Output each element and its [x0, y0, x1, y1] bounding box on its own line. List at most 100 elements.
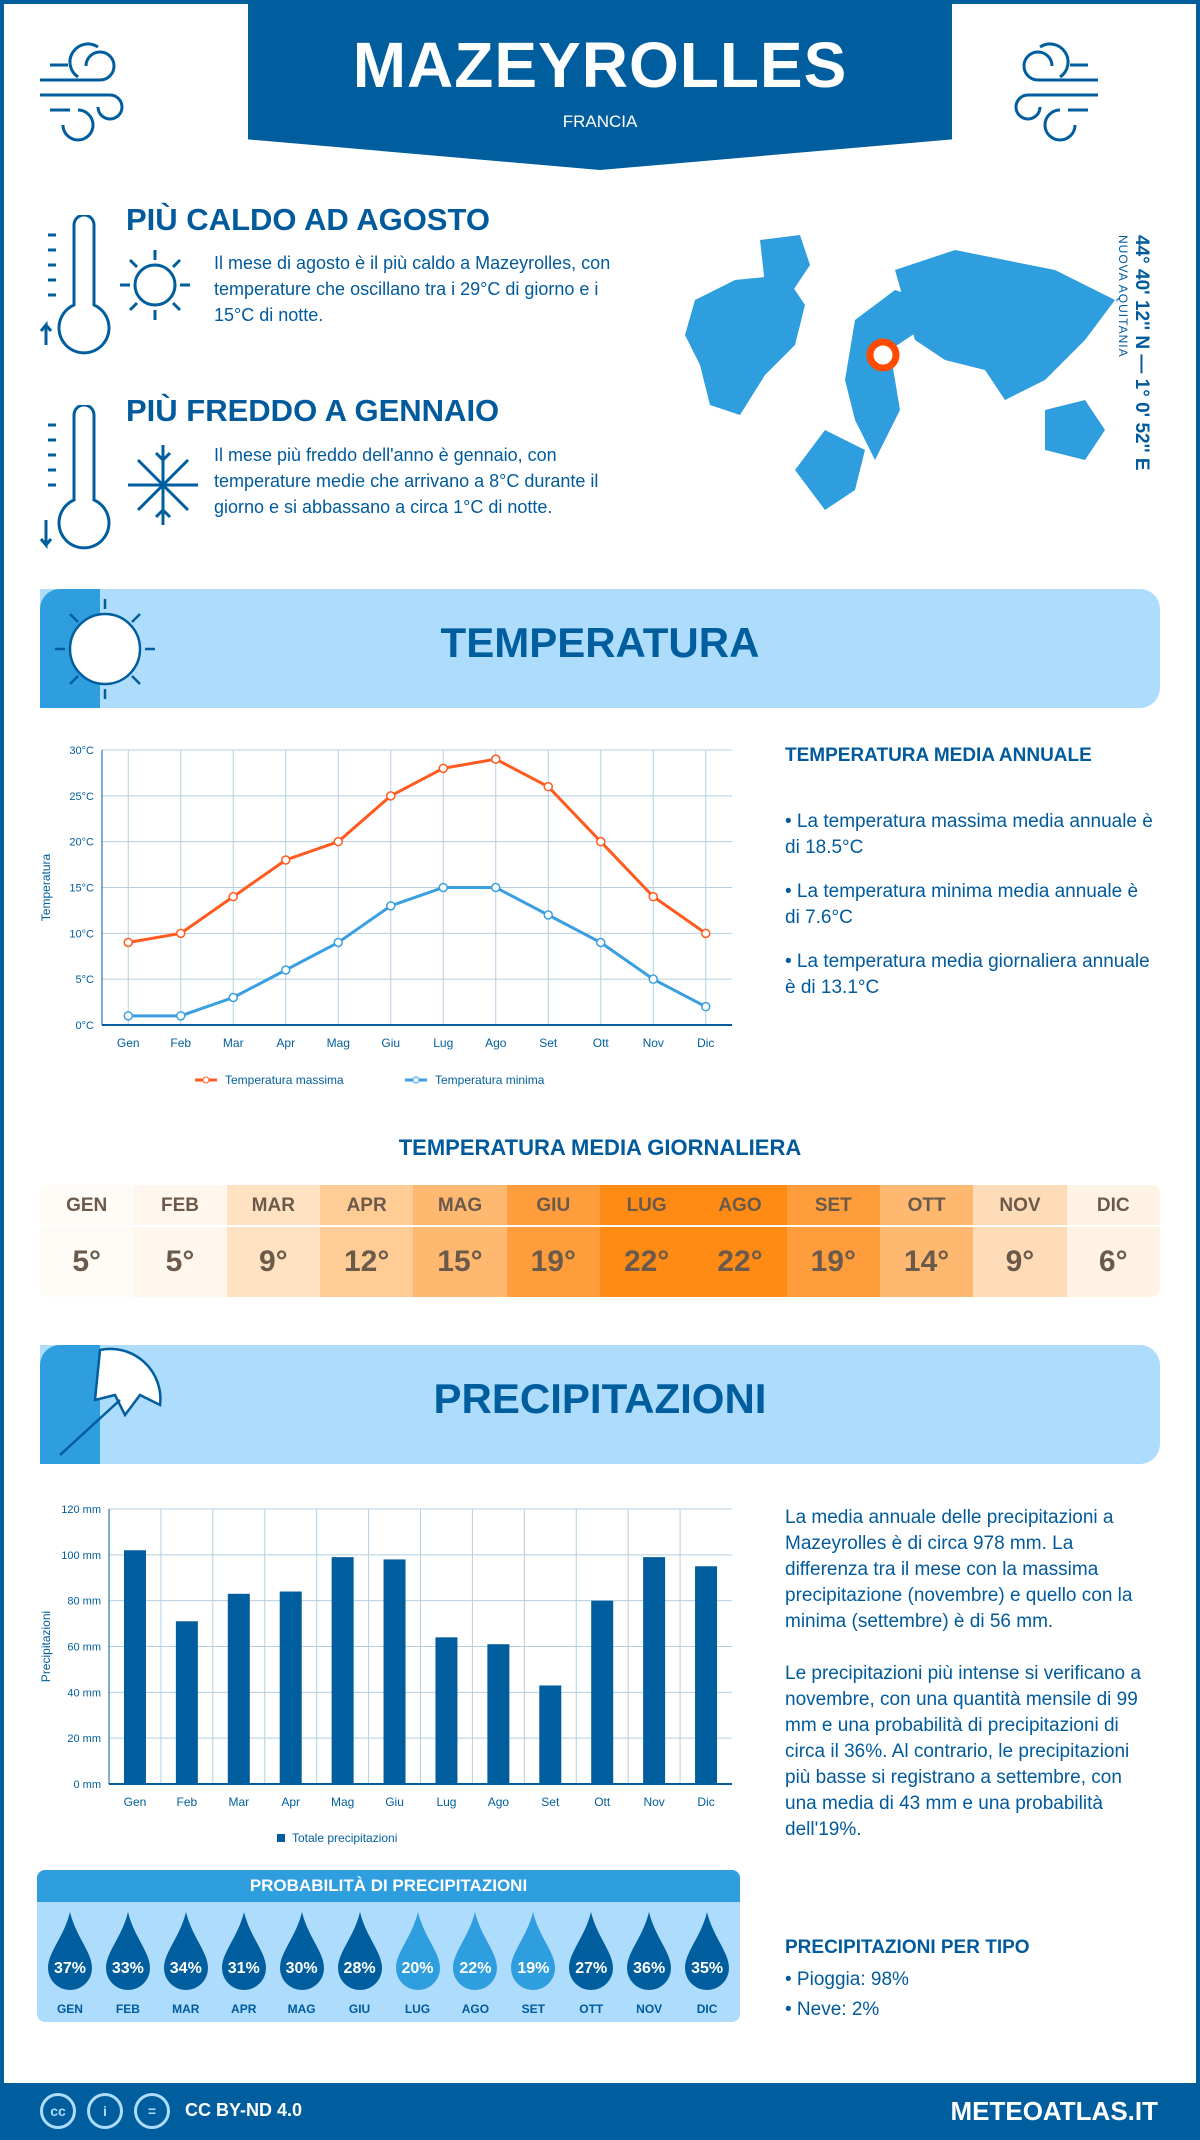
y-tick-label: 25°C — [69, 791, 94, 803]
probability-drop: 20% LUG — [389, 1902, 447, 2022]
raindrop-icon — [337, 1912, 382, 1990]
hottest-text: Il mese di agosto è il più caldo a Mazey… — [214, 253, 611, 325]
month-label: LUG — [404, 2002, 431, 2016]
legend-marker — [202, 1076, 210, 1084]
probability-value: 33% — [111, 1960, 144, 1977]
bar — [591, 1600, 614, 1784]
x-tick-label: Giu — [381, 1036, 400, 1050]
x-tick-label: Set — [541, 1795, 560, 1809]
temperature-chart: 0°C 5°C 10°C 15°C 20°C 25°C 30°C Gen Feb Mar Apr Ma… — [39, 745, 732, 1087]
paragraph: Le precipitazioni più intense si verific… — [785, 1663, 1141, 1840]
bullet: • La temperatura media giornaliera annua… — [785, 951, 1150, 998]
world-map — [685, 235, 1115, 510]
probability-drop: 33% FEB — [99, 1902, 157, 2022]
temperature-band: TEMPERATURA — [40, 589, 1160, 708]
wind-icon — [1014, 42, 1098, 142]
daily-temp-cell: DIC 6° — [1066, 1185, 1160, 1297]
daily-temp-cell: OTT 14° — [879, 1185, 974, 1297]
legend-label: Temperatura massima — [225, 1073, 344, 1087]
data-point — [333, 836, 343, 847]
precipitation-band: PRECIPITAZIONI — [40, 1345, 1160, 1464]
bar — [487, 1644, 510, 1784]
month-label: NOV — [973, 1185, 1067, 1227]
raindrop-icon — [569, 1912, 614, 1990]
data-point — [386, 901, 396, 911]
y-tick-label: 0 mm — [74, 1779, 102, 1791]
footer: cc i = CC BY-ND 4.0 METEOATLAS.IT — [0, 2083, 1200, 2140]
raindrop-icon — [395, 1912, 440, 1990]
data-point — [333, 937, 343, 948]
bar — [695, 1566, 718, 1784]
probability-value: 35% — [691, 1960, 724, 1977]
precipitation-types: PRECIPITAZIONI PER TIPO • Pioggia: 98% •… — [785, 1935, 1155, 2023]
month-label: AGO — [693, 1185, 787, 1227]
daily-temp-cell: NOV 9° — [973, 1185, 1067, 1297]
month-label: MAR — [172, 2002, 200, 2016]
x-tick-label: Lug — [433, 1036, 453, 1050]
sun-icon — [55, 599, 155, 699]
type-rain: • Pioggia: 98% — [785, 1969, 909, 1990]
x-tick-label: Mag — [331, 1795, 354, 1809]
legend-swatch — [277, 1834, 285, 1842]
data-point — [543, 781, 553, 792]
data-point — [543, 910, 553, 920]
raindrop-icon — [48, 1912, 92, 1990]
bar — [331, 1557, 354, 1784]
annual-temperature: TEMPERATURA MEDIA ANNUALE • La temperatu… — [785, 743, 1155, 1001]
probability-value: 27% — [575, 1960, 608, 1977]
nd-icon: = — [134, 2093, 170, 2129]
raindrop-icon — [627, 1912, 672, 1990]
annual-temperature-title: TEMPERATURA MEDIA ANNUALE — [785, 745, 1092, 766]
data-point — [438, 763, 448, 774]
y-tick-label: 120 mm — [61, 1504, 101, 1516]
y-tick-label: 30°C — [69, 745, 94, 757]
probability-drop: 27% OTT — [562, 1902, 620, 2022]
probability-value: 34% — [169, 1960, 202, 1977]
x-tick-label: Feb — [170, 1036, 191, 1050]
x-tick-label: Mag — [327, 1036, 350, 1050]
temp-value: 5° — [72, 1245, 101, 1278]
temp-value: 22° — [717, 1245, 763, 1278]
data-point — [176, 1011, 186, 1021]
site-link[interactable]: METEOATLAS.IT — [950, 2096, 1158, 2126]
x-tick-label: Giu — [385, 1795, 404, 1809]
bar — [175, 1621, 198, 1784]
raindrop-icon — [279, 1912, 324, 1990]
probability-drop: 36% NOV — [620, 1902, 678, 2022]
y-tick-label: 20 mm — [67, 1733, 101, 1745]
data-point — [123, 1011, 133, 1021]
temp-value: 15° — [437, 1245, 483, 1278]
month-label: DIC — [1066, 1185, 1160, 1227]
probability-value: 30% — [285, 1960, 318, 1977]
probability-drop: 34% MAR — [157, 1902, 215, 2022]
y-axis-label: Temperatura — [39, 853, 53, 921]
temp-value: 22° — [623, 1245, 670, 1278]
x-tick-label: Lug — [436, 1795, 456, 1809]
umbrella-icon — [59, 1347, 162, 1456]
bar — [123, 1550, 146, 1784]
data-point — [228, 992, 238, 1003]
x-tick-label: Mar — [223, 1036, 244, 1050]
data-point — [596, 836, 606, 847]
data-point — [176, 928, 186, 939]
data-point — [281, 855, 291, 865]
month-label: FEB — [115, 2002, 140, 2016]
hottest-title: PIÙ CALDO AD AGOSTO — [126, 202, 490, 237]
y-tick-label: 10°C — [69, 928, 94, 940]
precipitation-chart: 0 mm 20 mm 40 mm 60 mm 80 mm 100 mm 120 mm Gen F… — [39, 1504, 732, 1845]
y-tick-label: 5°C — [76, 974, 95, 986]
thermometer-hot-icon — [39, 215, 190, 355]
bar — [539, 1685, 562, 1784]
type-snow: • Neve: 2% — [785, 1999, 880, 2020]
temp-value: 9° — [258, 1245, 288, 1278]
probability-value: 28% — [343, 1960, 376, 1977]
probability-drop: 19% SET — [504, 1902, 562, 2022]
x-tick-label: Ott — [594, 1795, 611, 1809]
probability-drop: 37% GEN — [41, 1902, 99, 2022]
x-tick-label: Apr — [281, 1795, 300, 1809]
probability-drop: 31% APR — [215, 1902, 273, 2022]
month-label: MAG — [413, 1185, 507, 1227]
temp-value: 5° — [165, 1245, 195, 1278]
country: FRANCIA — [562, 112, 638, 131]
probability-value: 31% — [227, 1960, 260, 1977]
